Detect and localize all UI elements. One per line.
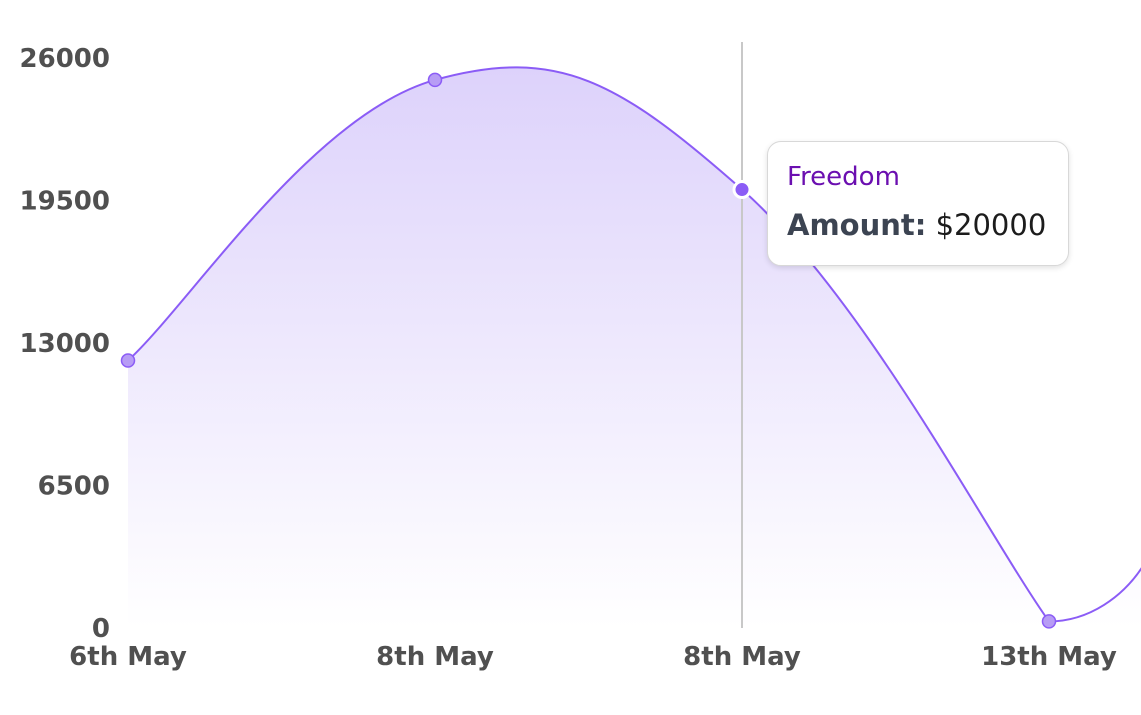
active-data-point[interactable] (732, 180, 752, 200)
y-axis: 26000 19500 13000 6500 0 (20, 44, 110, 644)
series-markers[interactable] (120, 72, 1057, 629)
y-tick-label: 6500 (38, 472, 110, 502)
series-area-fill (128, 67, 1141, 628)
x-tick-label: 8th May (376, 642, 494, 672)
data-point[interactable] (120, 353, 136, 368)
tooltip-amount-value: $20000 (935, 208, 1047, 242)
tooltip-series-name: Freedom (787, 162, 900, 192)
x-tick-label: 8th May (683, 642, 801, 672)
x-tick-label: 6th May (69, 642, 187, 672)
data-point[interactable] (427, 72, 443, 88)
x-tick-label: 13th May (981, 642, 1117, 672)
data-point[interactable] (1041, 614, 1057, 629)
chart-tooltip: Freedom Amount: $20000 (767, 141, 1069, 266)
y-tick-label: 0 (92, 614, 110, 644)
x-axis: 6th May 8th May 8th May 13th May (69, 642, 1117, 672)
tooltip-amount-label: Amount: (787, 208, 927, 242)
y-tick-label: 13000 (20, 329, 110, 359)
y-tick-label: 19500 (20, 187, 110, 217)
tooltip-amount-row: Amount: $20000 (787, 208, 1046, 242)
y-tick-label: 26000 (20, 44, 110, 74)
